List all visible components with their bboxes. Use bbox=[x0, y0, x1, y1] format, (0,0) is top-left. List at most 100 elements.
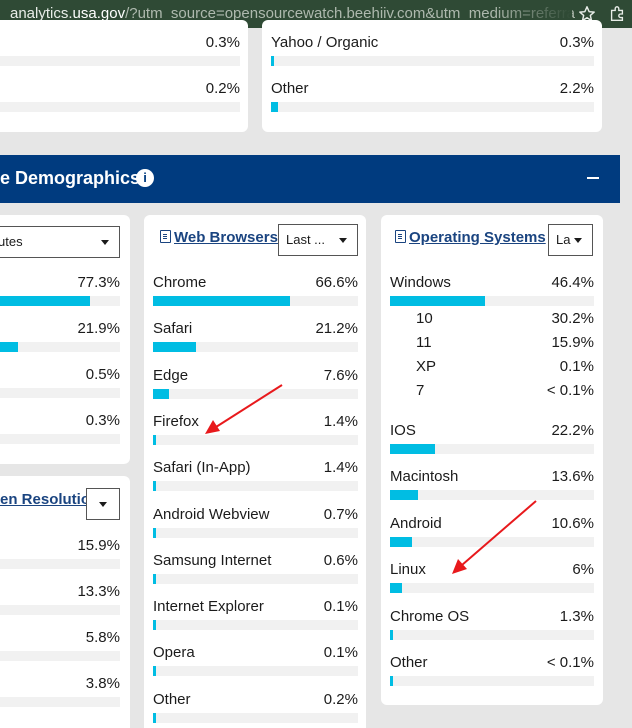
usage-bar bbox=[390, 629, 594, 640]
percent-value: 0.5% bbox=[85, 366, 120, 383]
url-host: usa.gov bbox=[72, 5, 126, 22]
usage-bar-fill bbox=[390, 490, 418, 501]
usage-bar bbox=[153, 388, 358, 399]
usage-bar-fill bbox=[271, 56, 274, 66]
list-item: Internet Explorer 0.1% bbox=[153, 598, 358, 644]
percent-value: 1.3% bbox=[559, 607, 594, 625]
usage-bar-fill bbox=[153, 666, 156, 677]
list-item: Other 0.2% bbox=[153, 691, 358, 728]
item-label: Safari bbox=[153, 320, 193, 338]
list-item: Yahoo / Organic 0.3% bbox=[271, 34, 594, 80]
usage-bar-fill bbox=[153, 434, 156, 445]
url-text[interactable]: analytics.usa.gov/?utm_source=opensource… bbox=[10, 0, 575, 28]
usage-bar-fill bbox=[0, 342, 19, 352]
percent-value: 15.9% bbox=[551, 334, 594, 351]
percent-value: 0.1% bbox=[323, 598, 358, 616]
select-value: utes bbox=[0, 234, 23, 249]
list-item: Chrome OS 1.3% bbox=[390, 608, 594, 654]
usage-bar bbox=[0, 56, 240, 66]
item-label: Other bbox=[153, 690, 191, 708]
info-icon[interactable]: i bbox=[136, 169, 154, 187]
item-label: Linux bbox=[390, 561, 426, 579]
collapse-minus-icon[interactable] bbox=[587, 177, 599, 179]
item-label: IOS bbox=[390, 422, 416, 439]
usage-bar-fill bbox=[153, 573, 156, 584]
percent-value: 0.1% bbox=[559, 358, 594, 375]
operating-systems-card: Operating Systems La Windows 46.4% 10 30.2%… bbox=[381, 215, 603, 705]
list-item: Macintosh 13.6% bbox=[390, 468, 594, 514]
usage-bar bbox=[153, 296, 358, 306]
usage-bar bbox=[271, 56, 594, 66]
list-item: 0.2% bbox=[0, 80, 240, 126]
card-title-text: Web Browsers bbox=[174, 229, 278, 246]
usage-bar bbox=[390, 296, 594, 306]
percent-value: 6% bbox=[572, 561, 594, 579]
list-item: 21.9% bbox=[0, 320, 120, 366]
usage-bar-fill bbox=[153, 481, 156, 492]
document-icon bbox=[160, 230, 171, 243]
item-label: XP bbox=[416, 358, 437, 375]
card-title-text: Operating Systems bbox=[409, 229, 546, 246]
item-label: Safari (In-App) bbox=[153, 459, 251, 477]
percent-value: 46.4% bbox=[551, 274, 594, 291]
screen-resolution-select[interactable] bbox=[86, 488, 120, 520]
usage-bar-fill bbox=[271, 102, 279, 112]
item-label: Other bbox=[390, 654, 428, 671]
usage-bar-fill bbox=[390, 676, 393, 686]
item-label: Edge bbox=[153, 366, 189, 384]
list-item: Edge 7.6% bbox=[153, 367, 358, 413]
list-item: Android Webview 0.7% bbox=[153, 506, 358, 552]
usage-bar bbox=[153, 573, 358, 584]
card-title-web-browsers[interactable]: Web Browsers bbox=[160, 229, 278, 246]
chevron-down-icon bbox=[574, 238, 582, 243]
usage-bar-fill bbox=[153, 620, 156, 631]
usage-bar bbox=[390, 583, 594, 594]
usage-bar-fill bbox=[390, 536, 412, 547]
percent-value: 77.3% bbox=[77, 274, 120, 291]
screen-resolution-card: en Resolution 15.9% 13.3% 5.8% 3.8% bbox=[0, 476, 130, 728]
usage-bar bbox=[0, 296, 120, 306]
web-browsers-card: Web Browsers Last ... Chrome 66.6% Safari 2… bbox=[144, 215, 366, 728]
card-title-operating-systems[interactable]: Operating Systems bbox=[395, 229, 546, 246]
percent-value: 21.9% bbox=[77, 320, 120, 337]
visit-duration-select[interactable]: utes bbox=[0, 226, 120, 258]
usage-bar bbox=[0, 651, 120, 661]
usage-bar bbox=[390, 444, 594, 454]
usage-bar-fill bbox=[390, 296, 485, 306]
usage-bar bbox=[0, 697, 120, 707]
web-browsers-date-select[interactable]: Last ... bbox=[278, 224, 358, 256]
percent-value: < 0.1% bbox=[546, 382, 594, 399]
percent-value: 0.6% bbox=[323, 551, 358, 569]
percent-value: 2.2% bbox=[559, 80, 594, 97]
item-label: Other bbox=[271, 80, 309, 97]
demographics-section-header[interactable]: e Demographics i bbox=[0, 155, 620, 203]
bookmark-star-icon[interactable] bbox=[578, 5, 596, 23]
document-icon bbox=[395, 230, 406, 243]
extensions-puzzle-icon[interactable] bbox=[608, 5, 626, 23]
percent-value: < 0.1% bbox=[546, 654, 594, 671]
percent-value: 0.2% bbox=[205, 80, 240, 97]
percent-value: 0.7% bbox=[323, 505, 358, 523]
chevron-down-icon bbox=[339, 238, 347, 243]
top-right-card: Yahoo / Organic 0.3% Other 2.2% bbox=[262, 20, 602, 132]
section-title: e Demographics bbox=[0, 168, 141, 188]
list-item: Firefox 1.4% bbox=[153, 413, 358, 459]
item-label: Yahoo / Organic bbox=[271, 34, 379, 51]
list-item: Safari 21.2% bbox=[153, 320, 358, 366]
item-label: Opera bbox=[153, 644, 195, 662]
percent-value: 15.9% bbox=[77, 537, 120, 554]
usage-bar-fill bbox=[153, 527, 156, 538]
item-label: Samsung Internet bbox=[153, 551, 272, 569]
windows-version-item: 7 < 0.1% bbox=[416, 382, 594, 406]
usage-bar bbox=[271, 102, 594, 112]
usage-bar bbox=[153, 712, 358, 723]
card-title-screen-resolution[interactable]: en Resolution bbox=[0, 491, 100, 508]
usage-bar bbox=[0, 605, 120, 615]
list-item: Other 2.2% bbox=[271, 80, 594, 126]
operating-systems-date-select[interactable]: La bbox=[548, 224, 593, 256]
usage-bar bbox=[0, 559, 120, 569]
percent-value: 0.3% bbox=[85, 412, 120, 429]
usage-bar-fill bbox=[153, 296, 290, 306]
chevron-down-icon bbox=[101, 240, 109, 245]
usage-bar bbox=[0, 434, 120, 444]
